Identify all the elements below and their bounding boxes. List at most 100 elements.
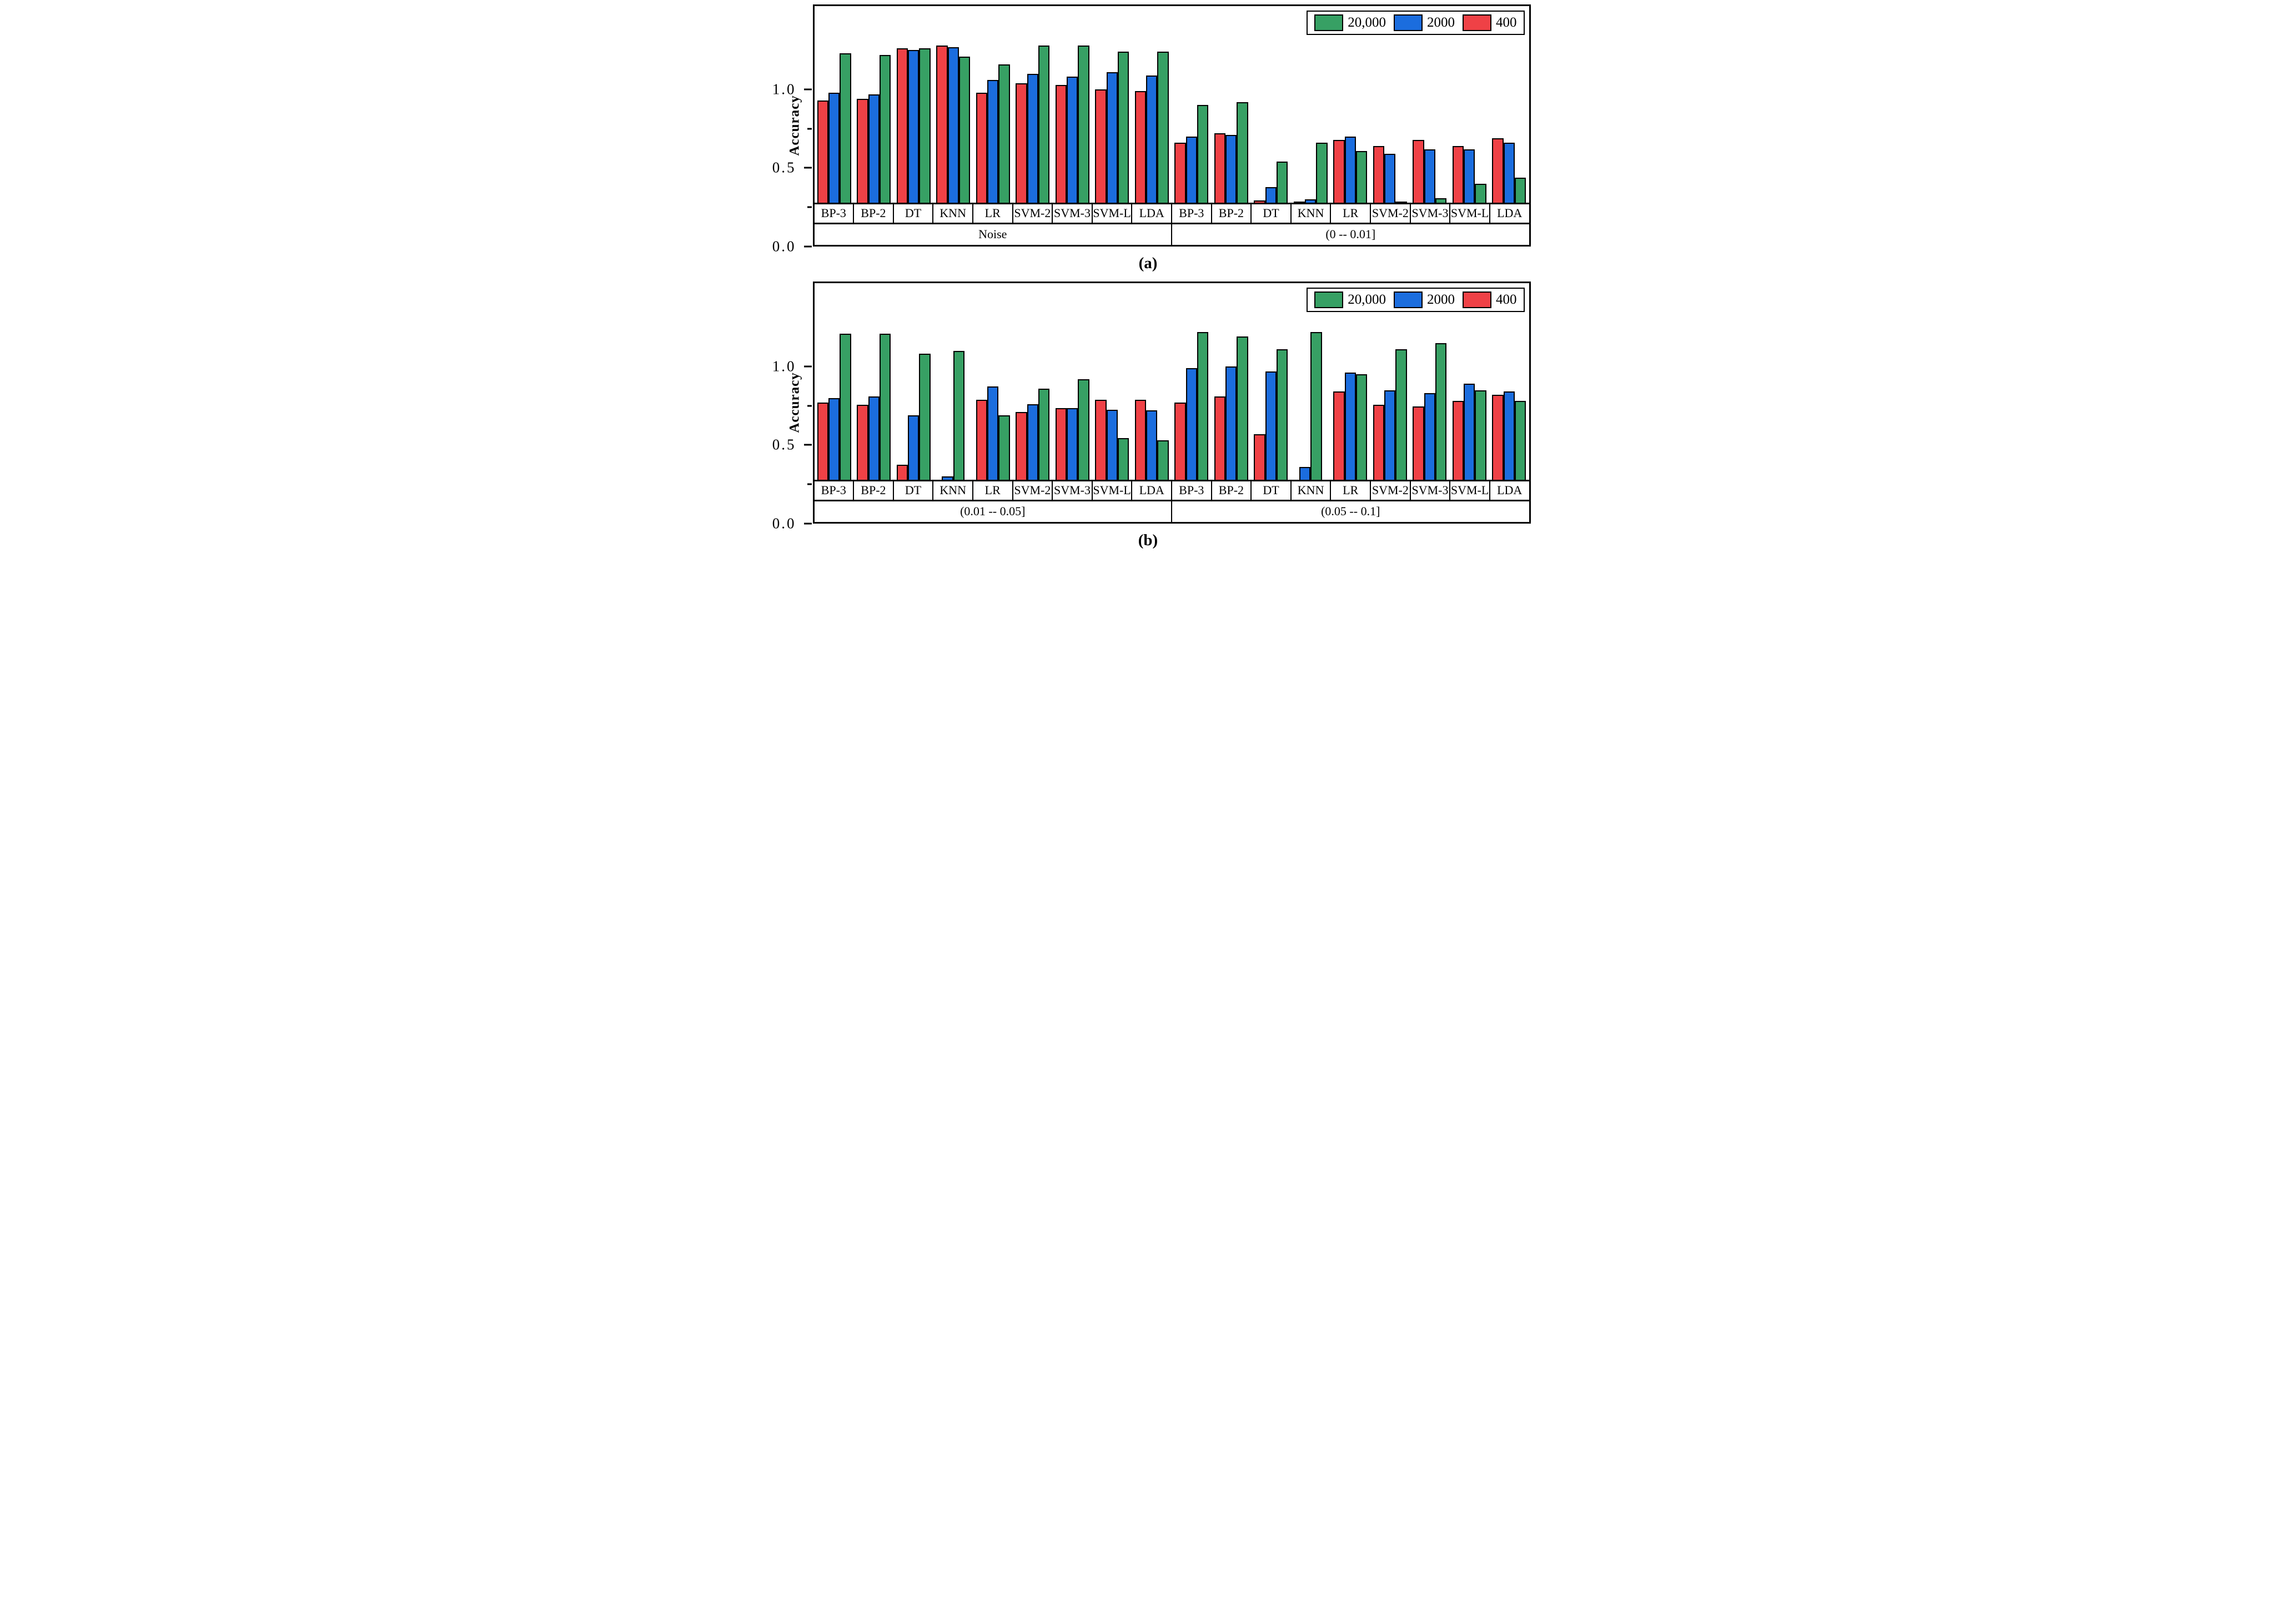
bar-blue: [987, 80, 999, 203]
bar-red: [1214, 396, 1226, 480]
category-label: LDA: [1139, 206, 1164, 220]
category-cell: [933, 6, 973, 203]
category-cell: [1172, 283, 1212, 480]
category-cell: [1330, 283, 1370, 480]
category-cell: [1489, 6, 1529, 203]
bar-green: [1237, 102, 1248, 203]
bar-green: [1395, 349, 1407, 480]
y-tick-mark: [803, 365, 812, 368]
category-label: SVM-L: [1093, 481, 1133, 500]
y-axis: Accuracy 0.0 0.5 1.0: [766, 282, 813, 531]
y-minor-tick-mark: [807, 206, 812, 208]
category-label: LR: [973, 204, 1013, 223]
bar-red: [857, 99, 868, 203]
y-tick-label: 0.5: [772, 436, 796, 453]
bar-green: [1514, 177, 1526, 203]
bar-green: [998, 415, 1010, 480]
bar-blue: [828, 398, 840, 480]
y-tick-label: 0.0: [772, 515, 796, 532]
group-label: (0 -- 0.01]: [1171, 224, 1529, 245]
legend-label: 400: [1496, 15, 1517, 30]
legend-swatch: [1314, 292, 1344, 308]
category-cell: [1450, 283, 1490, 480]
bar-green: [1197, 105, 1209, 203]
bar-group-1: [815, 6, 1172, 203]
category-label: BP-3: [1172, 481, 1212, 500]
bar-blue: [1299, 467, 1311, 480]
bar-blue: [1464, 149, 1475, 203]
category-cell: [854, 6, 894, 203]
category-cell: [1172, 6, 1212, 203]
bar-green: [879, 54, 891, 203]
bar-blue: [1225, 366, 1237, 480]
bar-red: [1016, 83, 1027, 203]
legend-swatch: [1314, 14, 1344, 31]
category-cell: [1092, 283, 1132, 480]
category-cell: [854, 283, 894, 480]
category-cell: [973, 283, 1013, 480]
bar-blue: [947, 47, 959, 203]
category-cell: [1291, 283, 1331, 480]
category-cell: [1092, 6, 1132, 203]
bar-green: [1197, 331, 1209, 480]
bar-blue: [868, 94, 880, 203]
bar-red: [1055, 84, 1067, 203]
category-label-half: BP-3 BP-2 DT KNN LR SVM-2 SVM-3 SVM-L LDA: [815, 481, 1172, 500]
bar-green: [1475, 390, 1486, 480]
bar-green: [998, 64, 1010, 203]
bar-green: [1157, 440, 1169, 480]
category-label: KNN: [933, 481, 973, 500]
bar-blue: [1344, 373, 1356, 480]
legend-label: 400: [1496, 292, 1517, 307]
bar-green: [1078, 379, 1089, 480]
bar-red: [1174, 403, 1186, 480]
group-label: (0.05 -- 0.1]: [1171, 501, 1529, 522]
bar-red: [1373, 405, 1385, 480]
category-cell: [1053, 283, 1093, 480]
panel-b: Accuracy 0.0 0.5 1.0 20,000 2000 400 BP-3 BP-2 DT…: [766, 282, 1531, 559]
bar-blue: [1067, 408, 1078, 480]
bar-red: [976, 92, 988, 203]
category-label: DT: [894, 481, 934, 500]
bar-blue: [908, 415, 920, 480]
category-label: LDA: [1497, 483, 1523, 497]
bar-blue: [1027, 404, 1038, 480]
figure: Accuracy 0.0 0.5 1.0 20,000 2000 400 BP-3 BP-2 DT…: [766, 0, 1531, 559]
bar-green: [840, 333, 851, 480]
panel-row: Accuracy 0.0 0.5 1.0 20,000 2000 400 BP-3 BP-2 DT…: [766, 282, 1531, 531]
category-cell: [973, 6, 1013, 203]
category-label: SVM-3: [1411, 481, 1451, 500]
category-cell: [1132, 6, 1172, 203]
bar-blue: [1384, 390, 1396, 480]
bar-red: [1254, 200, 1265, 203]
group-label-row: Noise (0 -- 0.01]: [812, 224, 1531, 247]
category-cell: [1212, 283, 1252, 480]
y-tick-mark: [803, 245, 812, 248]
bar-green: [1078, 45, 1089, 203]
bar-group-2: [1172, 6, 1529, 203]
category-label: SVM-2: [1013, 204, 1053, 223]
bar-green: [1435, 343, 1447, 480]
category-label: BP-2: [854, 204, 894, 223]
legend: 20,000 2000 400: [1307, 288, 1525, 312]
category-label: BP-2: [854, 481, 894, 500]
category-label: SVM-3: [1411, 204, 1451, 223]
bar-blue: [1146, 75, 1158, 203]
legend-item: 2000: [1394, 14, 1455, 31]
category-label: BP-2: [1212, 204, 1252, 223]
bar-red: [1016, 412, 1027, 480]
bar-blue: [1265, 187, 1277, 203]
bar-red: [1293, 202, 1305, 203]
category-label: BP-2: [1212, 481, 1252, 500]
category-label: SVM-2: [1371, 481, 1411, 500]
bar-green: [1038, 45, 1050, 203]
category-cell: [1212, 6, 1252, 203]
category-cell: [1291, 6, 1331, 203]
legend-item: 400: [1463, 14, 1517, 31]
category-label: SVM-L: [1450, 481, 1490, 500]
bar-green: [1514, 401, 1526, 480]
bar-blue: [908, 50, 920, 203]
bar-red: [896, 48, 908, 203]
category-cell: [1489, 283, 1529, 480]
bar-red: [1492, 138, 1504, 203]
